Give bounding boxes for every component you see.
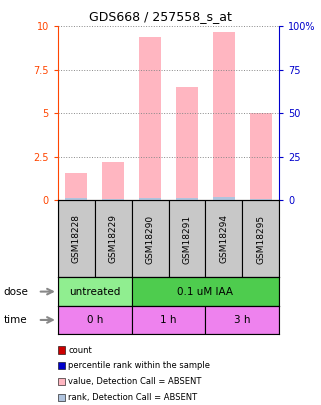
Text: time: time bbox=[3, 315, 27, 325]
Bar bbox=[58, 200, 95, 277]
Text: 1 h: 1 h bbox=[160, 315, 177, 325]
Bar bbox=[58, 306, 132, 334]
Text: GSM18229: GSM18229 bbox=[108, 215, 118, 263]
Bar bbox=[58, 277, 132, 306]
Text: 0 h: 0 h bbox=[86, 315, 103, 325]
Text: dose: dose bbox=[3, 287, 28, 296]
Text: rank, Detection Call = ABSENT: rank, Detection Call = ABSENT bbox=[68, 393, 197, 402]
Bar bbox=[139, 198, 161, 200]
Bar bbox=[242, 200, 279, 277]
Bar bbox=[102, 199, 124, 200]
Bar bbox=[65, 173, 87, 200]
Bar bbox=[95, 200, 132, 277]
Text: 3 h: 3 h bbox=[234, 315, 251, 325]
Bar bbox=[250, 113, 272, 200]
Bar bbox=[65, 198, 87, 200]
Bar bbox=[139, 37, 161, 200]
Bar bbox=[213, 32, 235, 200]
Bar bbox=[250, 199, 272, 200]
Text: GSM18294: GSM18294 bbox=[219, 215, 229, 263]
Text: percentile rank within the sample: percentile rank within the sample bbox=[68, 361, 210, 370]
Text: GSM18228: GSM18228 bbox=[72, 215, 81, 263]
Bar bbox=[169, 200, 205, 277]
Bar bbox=[132, 200, 169, 277]
Text: GDS668 / 257558_s_at: GDS668 / 257558_s_at bbox=[89, 10, 232, 23]
Bar bbox=[205, 200, 242, 277]
Text: value, Detection Call = ABSENT: value, Detection Call = ABSENT bbox=[68, 377, 202, 386]
Text: count: count bbox=[68, 345, 92, 354]
Bar bbox=[213, 197, 235, 200]
Bar bbox=[176, 87, 198, 200]
Text: 0.1 uM IAA: 0.1 uM IAA bbox=[178, 287, 233, 296]
Bar bbox=[132, 306, 205, 334]
Bar bbox=[102, 162, 124, 200]
Bar bbox=[176, 198, 198, 200]
Text: GSM18290: GSM18290 bbox=[145, 214, 155, 264]
Bar bbox=[132, 277, 279, 306]
Text: GSM18291: GSM18291 bbox=[182, 214, 192, 264]
Text: untreated: untreated bbox=[69, 287, 120, 296]
Bar bbox=[205, 306, 279, 334]
Text: GSM18295: GSM18295 bbox=[256, 214, 265, 264]
